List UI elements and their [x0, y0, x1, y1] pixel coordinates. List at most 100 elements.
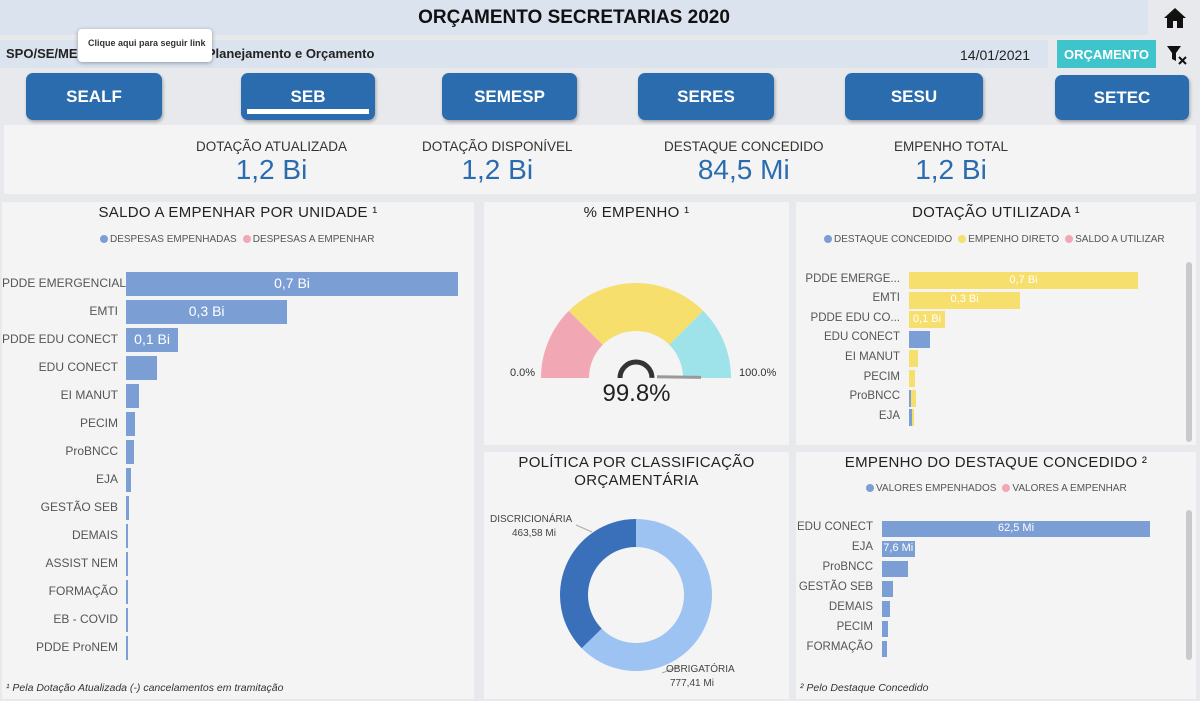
bar-destaque-concedido[interactable]: [909, 409, 912, 427]
bar-despesas-empenhadas[interactable]: [126, 468, 131, 492]
bar-empenho-direto[interactable]: [911, 389, 917, 407]
nav-button-seb[interactable]: SEB: [241, 73, 375, 120]
nav-button-sealf[interactable]: SEALF: [26, 73, 162, 120]
gauge-needle: [656, 375, 702, 379]
legend-item[interactable]: DESPESAS EMPENHADAS: [100, 234, 237, 245]
nav-button-label: SESU: [890, 86, 938, 106]
category-label: PECIM: [836, 621, 873, 633]
nav-button-label: SETEC: [1093, 87, 1151, 107]
bar-despesas-empenhadas[interactable]: [126, 496, 130, 520]
bar-empenho-direto[interactable]: [909, 370, 915, 387]
bar-despesas-empenhadas[interactable]: [126, 356, 157, 380]
orcamento-button[interactable]: ORÇAMENTO: [1057, 40, 1156, 68]
gauge-max-label: 100.0%: [739, 367, 777, 379]
selected-indicator: [247, 109, 369, 114]
dotacao-scrollbar[interactable]: [1186, 262, 1192, 442]
legend-label: VALORES A EMPENHAR: [1012, 483, 1127, 494]
category-label: EI MANUT: [845, 350, 900, 363]
bar-empenho-direto[interactable]: [911, 409, 914, 427]
link-tooltip: Clique aqui para seguir link: [78, 29, 212, 62]
category-label: PDDE EMERGE...: [805, 272, 900, 285]
legend-dot: [1065, 235, 1074, 244]
home-icon[interactable]: [1162, 6, 1188, 30]
bar-despesas-empenhadas[interactable]: [126, 524, 128, 548]
category-label: EDU CONECT: [823, 331, 900, 344]
legend-label: DESPESAS EMPENHADAS: [110, 234, 237, 245]
bar-valores-empenhados[interactable]: [882, 521, 1150, 537]
category-label: EDU CONECT: [38, 360, 118, 374]
nav-button-seres[interactable]: SERES: [638, 73, 774, 120]
politica-title-line2: ORÇAMENTÁRIA: [574, 472, 699, 489]
bar-despesas-empenhadas[interactable]: [126, 580, 128, 604]
bar-destaque-concedido[interactable]: [909, 330, 931, 348]
bar-despesas-empenhadas[interactable]: [126, 272, 458, 296]
bar-valores-empenhados[interactable]: [882, 641, 888, 657]
bar-valores-empenhados[interactable]: [882, 601, 890, 617]
gauge-value: 99.8%: [602, 380, 671, 407]
nav-button-label: SEB: [290, 86, 326, 106]
bar-valores-empenhados[interactable]: [882, 581, 894, 597]
politica-donut: [560, 519, 712, 674]
kpi-label: DESTAQUE CONCEDIDO: [664, 139, 824, 154]
bar-despesas-empenhadas[interactable]: [126, 300, 288, 324]
legend-label: EMPENHO DIRETO: [968, 234, 1060, 245]
category-label: PECIM: [863, 370, 900, 383]
saldo-title: SALDO A EMPENHAR POR UNIDADE ¹: [98, 204, 378, 221]
clear-filter-icon[interactable]: [1166, 44, 1188, 66]
legend-label: DESPESAS A EMPENHAR: [252, 234, 375, 245]
legend-item[interactable]: SALDO A UTILIZAR: [1065, 234, 1165, 245]
bar-despesas-empenhadas[interactable]: [126, 412, 135, 436]
data-label: 0,1 Bi: [134, 331, 170, 348]
empenho-panel: % EMPENHO ¹ 0.0% 100.0% 99.8%: [484, 202, 789, 445]
bar-empenho-direto[interactable]: [909, 291, 1021, 309]
nav-button-sesu[interactable]: SESU: [845, 73, 983, 120]
bar-despesas-empenhadas[interactable]: [126, 552, 128, 576]
bar-valores-empenhados[interactable]: [882, 541, 915, 557]
bar-valores-empenhados[interactable]: [882, 621, 889, 637]
bar-despesas-empenhadas[interactable]: [126, 608, 128, 632]
legend-item[interactable]: DESPESAS A EMPENHAR: [242, 234, 375, 245]
category-label: GESTÃO SEB: [40, 500, 118, 514]
bar-empenho-direto[interactable]: [909, 272, 1138, 289]
legend-dot: [866, 484, 874, 493]
data-label: 0,7 Bi: [274, 275, 310, 292]
nav-button-setec[interactable]: SETEC: [1055, 75, 1189, 120]
bar-despesas-empenhadas[interactable]: [126, 440, 134, 464]
donut-slice-discricionária[interactable]: [560, 519, 636, 649]
bar-valores-empenhados[interactable]: [882, 561, 908, 577]
nav-button-semesp[interactable]: SEMESP: [442, 73, 577, 120]
category-label: DEMAIS: [828, 601, 873, 613]
empenho-gauge: [541, 283, 731, 379]
legend-item[interactable]: VALORES A EMPENHAR: [1002, 483, 1127, 494]
data-label: 7,6 Mi: [883, 542, 914, 555]
data-label: 0,1 Bi: [912, 312, 942, 325]
bar-despesas-empenhadas[interactable]: [126, 384, 140, 408]
kpi-empenho-total: EMPENHO TOTAL 1,2 Bi: [894, 139, 1008, 186]
bar-despesas-empenhadas[interactable]: [126, 328, 179, 352]
data-label: 0,3 Bi: [950, 293, 979, 306]
category-label: FORMAÇÃO: [48, 584, 118, 598]
leader-line: [575, 524, 593, 533]
bar-empenho-direto[interactable]: [909, 350, 919, 368]
obr-value: 777,41 Mi: [670, 678, 714, 689]
nav-button-label: SEMESP: [474, 86, 545, 106]
destaque-scrollbar[interactable]: [1186, 510, 1192, 660]
kpi-dotacao-atualizada: DOTAÇÃO ATUALIZADA 1,2 Bi: [196, 139, 347, 186]
category-label: ProBNCC: [65, 444, 118, 458]
bar-empenho-direto[interactable]: [909, 311, 945, 329]
leader-line: [661, 665, 681, 674]
legend-item[interactable]: EMPENHO DIRETO: [958, 234, 1059, 245]
legend-item[interactable]: VALORES EMPENHADOS: [866, 483, 996, 494]
kpi-value: 1,2 Bi: [235, 154, 308, 185]
legend-item[interactable]: DESTAQUE CONCEDIDO: [824, 234, 952, 245]
donut-slice-obrigatória[interactable]: [581, 519, 712, 671]
legend-dot: [1002, 484, 1011, 493]
saldo-footnote: ¹ Pela Dotação Atualizada (-) cancelamen…: [6, 682, 284, 694]
destaque-title: EMPENHO DO DESTAQUE CONCEDIDO ²: [844, 454, 1148, 471]
bar-despesas-empenhadas[interactable]: [126, 636, 128, 660]
category-label: PDDE EDU CO...: [810, 311, 900, 324]
politica-panel: POLÍTICA POR CLASSIFICAÇÃO ORÇAMENTÁRIA …: [484, 452, 789, 699]
legend-label: SALDO A UTILIZAR: [1075, 234, 1165, 245]
bar-destaque-concedido[interactable]: [909, 389, 911, 407]
category-label: ProBNCC: [849, 390, 900, 403]
